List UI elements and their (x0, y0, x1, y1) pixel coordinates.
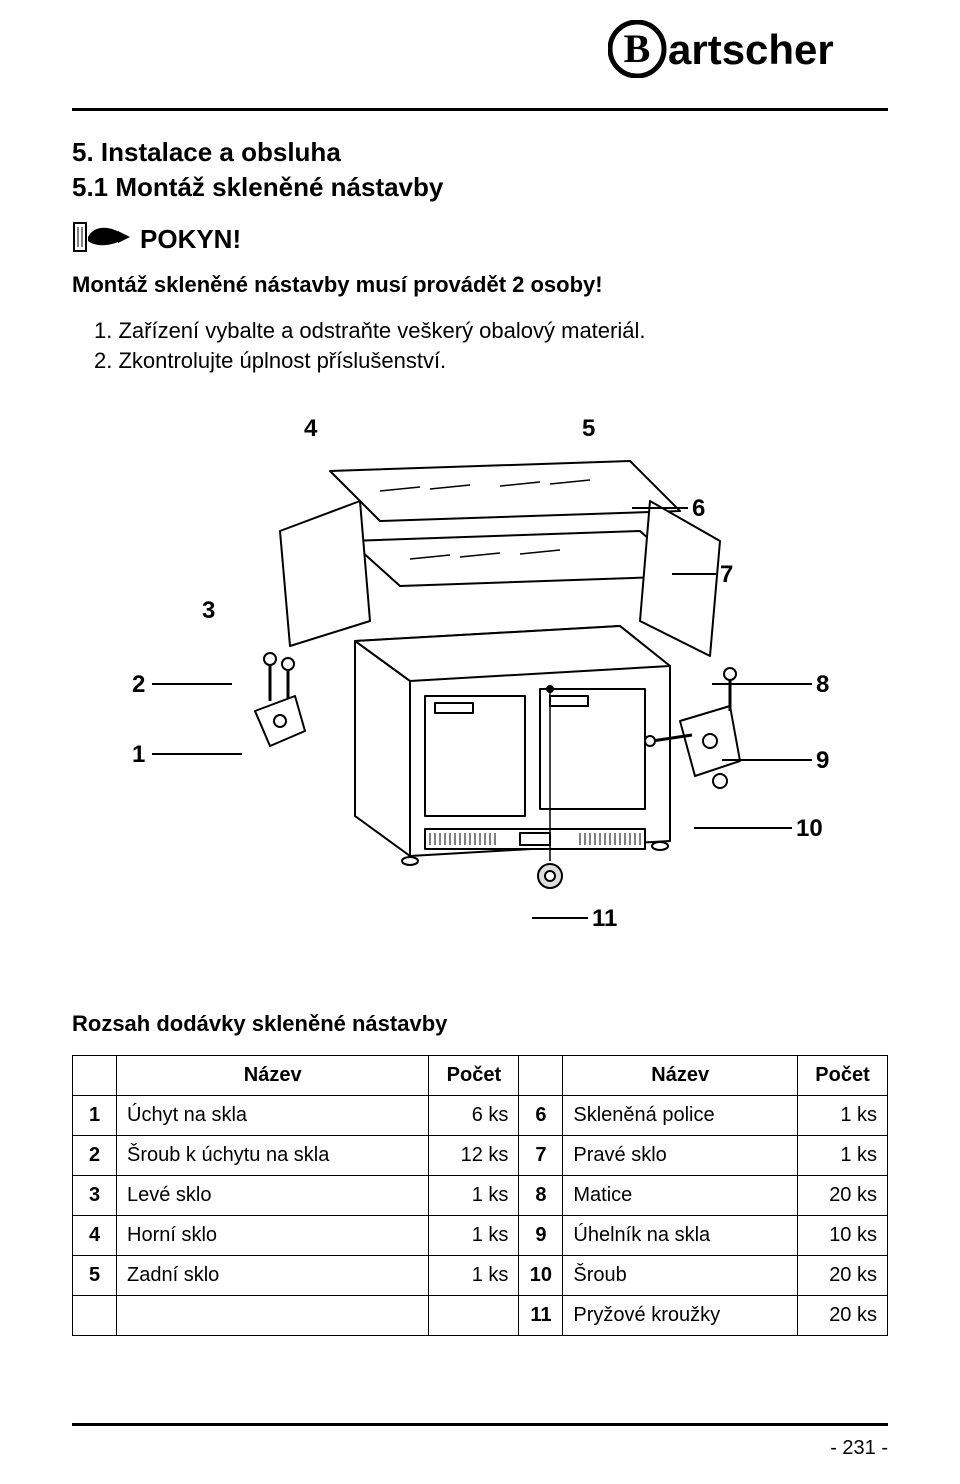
table-row: 5 Zadní sklo 1 ks 10 Šroub 20 ks (73, 1256, 888, 1296)
cell-idx: 11 (519, 1296, 563, 1336)
cell-idx: 9 (519, 1216, 563, 1256)
exploded-diagram: 4 5 6 7 3 2 1 8 9 10 11 (72, 401, 888, 981)
cell-name: Šroub (563, 1256, 798, 1296)
cell-name: Úhelník na skla (563, 1216, 798, 1256)
header-qty-left: Počet (429, 1056, 519, 1096)
instruction-text: Montáž skleněné nástavby musí provádět 2… (72, 272, 888, 298)
table-row: 11 Pryžové kroužky 20 ks (73, 1296, 888, 1336)
callout-8: 8 (816, 671, 829, 699)
parts-table: Název Počet Název Počet 1 Úchyt na skla … (72, 1055, 888, 1336)
table-row: 2 Šroub k úchytu na skla 12 ks 7 Pravé s… (73, 1136, 888, 1176)
subsection-title: 5.1 Montáž skleněné nástavby (72, 172, 888, 203)
lead-6 (632, 507, 688, 509)
cell-name: Skleněná police (563, 1096, 798, 1136)
callout-10: 10 (796, 815, 823, 843)
cell-qty: 1 ks (429, 1216, 519, 1256)
callout-5: 5 (582, 415, 595, 443)
cell-qty: 20 ks (798, 1256, 888, 1296)
top-rule (72, 108, 888, 111)
cell-idx: 3 (73, 1176, 117, 1216)
callout-1: 1 (132, 741, 145, 769)
callout-9: 9 (816, 747, 829, 775)
cell-qty: 1 ks (798, 1136, 888, 1176)
lead-11 (532, 917, 588, 919)
lead-9 (722, 759, 812, 761)
table-title: Rozsah dodávky skleněné nástavby (72, 1011, 888, 1037)
table-header-row: Název Počet Název Počet (73, 1056, 888, 1096)
cell-qty: 20 ks (798, 1296, 888, 1336)
header-name-right: Název (563, 1056, 798, 1096)
cell-name: Zadní sklo (117, 1256, 429, 1296)
callout-7: 7 (720, 561, 733, 589)
brand-text: artscher (668, 26, 834, 73)
cell-idx: 4 (73, 1216, 117, 1256)
cell-name: Pryžové kroužky (563, 1296, 798, 1336)
cell-qty: 12 ks (429, 1136, 519, 1176)
header-blank-right (519, 1056, 563, 1096)
lead-10 (694, 827, 792, 829)
notice-row: POKYN! (72, 217, 888, 262)
lead-8 (712, 683, 812, 685)
cell-name: Levé sklo (117, 1176, 429, 1216)
notice-label: POKYN! (140, 224, 241, 255)
cell-idx: 7 (519, 1136, 563, 1176)
header-blank-left (73, 1056, 117, 1096)
cell-qty: 10 ks (798, 1216, 888, 1256)
cell-name: Úchyt na skla (117, 1096, 429, 1136)
cell-idx: 1 (73, 1096, 117, 1136)
callout-6: 6 (692, 495, 705, 523)
header-name-left: Název (117, 1056, 429, 1096)
callout-2: 2 (132, 671, 145, 699)
section-title: 5. Instalace a obsluha (72, 137, 888, 168)
cell-name: Horní sklo (117, 1216, 429, 1256)
callout-4: 4 (304, 415, 317, 443)
lead-1 (152, 753, 242, 755)
lead-7 (672, 573, 716, 575)
cell-qty: 6 ks (429, 1096, 519, 1136)
callout-3: 3 (202, 597, 215, 625)
brand-logo: B artscher (608, 20, 898, 78)
cell-idx: 8 (519, 1176, 563, 1216)
header-qty-right: Počet (798, 1056, 888, 1096)
cell-idx: 2 (73, 1136, 117, 1176)
cell-name (117, 1296, 429, 1336)
cell-qty: 1 ks (429, 1256, 519, 1296)
cell-idx: 5 (73, 1256, 117, 1296)
cell-qty: 1 ks (429, 1176, 519, 1216)
callout-11: 11 (592, 905, 617, 933)
cell-name: Pravé sklo (563, 1136, 798, 1176)
lead-2 (152, 683, 232, 685)
step-item: 2. Zkontrolujte úplnost příslušenství. (94, 346, 888, 376)
cell-qty (429, 1296, 519, 1336)
cell-name: Matice (563, 1176, 798, 1216)
cell-idx: 10 (519, 1256, 563, 1296)
cell-name: Šroub k úchytu na skla (117, 1136, 429, 1176)
cell-qty: 1 ks (798, 1096, 888, 1136)
pointing-hand-icon (72, 217, 132, 262)
bottom-rule (72, 1423, 888, 1426)
table-row: 3 Levé sklo 1 ks 8 Matice 20 ks (73, 1176, 888, 1216)
steps-list: 1. Zařízení vybalte a odstraňte veškerý … (72, 316, 888, 375)
cell-idx (73, 1296, 117, 1336)
cell-idx: 6 (519, 1096, 563, 1136)
step-item: 1. Zařízení vybalte a odstraňte veškerý … (94, 316, 888, 346)
cell-qty: 20 ks (798, 1176, 888, 1216)
table-row: 4 Horní sklo 1 ks 9 Úhelník na skla 10 k… (73, 1216, 888, 1256)
page-number: - 231 - (830, 1437, 888, 1460)
svg-text:B: B (624, 26, 651, 71)
table-row: 1 Úchyt na skla 6 ks 6 Skleněná police 1… (73, 1096, 888, 1136)
